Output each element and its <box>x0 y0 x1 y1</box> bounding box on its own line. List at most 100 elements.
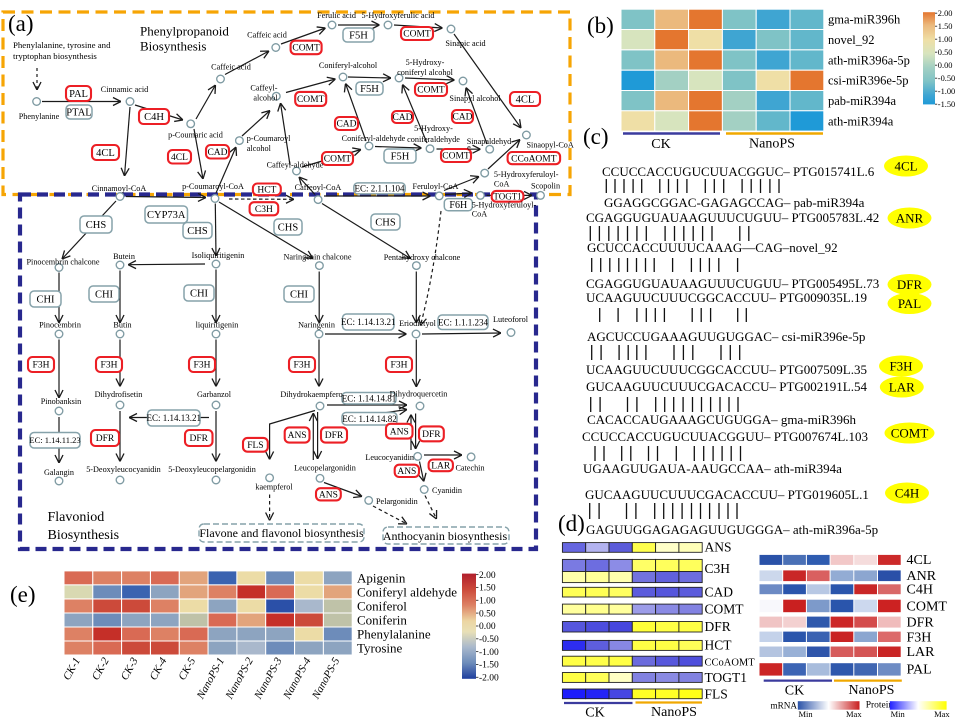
svg-text:Eriodictyol: Eriodictyol <box>399 319 437 328</box>
svg-text:DFR: DFR <box>190 434 209 444</box>
svg-text:Max: Max <box>934 709 950 719</box>
svg-text:EC: 1.14.11.23: EC: 1.14.11.23 <box>29 435 80 445</box>
svg-text:e: e <box>467 143 471 152</box>
svg-text:C4H: C4H <box>895 485 920 500</box>
svg-text:ANS: ANS <box>705 540 732 555</box>
svg-text:alcohol: alcohol <box>253 94 278 103</box>
svg-text:CK: CK <box>651 137 670 152</box>
svg-text:Apigenin: Apigenin <box>357 570 406 585</box>
svg-text:Coniferyl-aldehyde: Coniferyl-aldehyde <box>342 134 406 143</box>
svg-text:Coniferyl-alcohol: Coniferyl-alcohol <box>319 61 378 70</box>
svg-text:1.50: 1.50 <box>479 584 496 594</box>
svg-text:F3H: F3H <box>889 358 912 373</box>
svg-text:Pinobanksin: Pinobanksin <box>41 397 82 406</box>
svg-text:1.00: 1.00 <box>938 35 953 44</box>
svg-text:GCUCCACCUUUUCAAAG—CAG–novel_92: GCUCCACCUUUUCAAAG—CAG–novel_92 <box>587 240 838 255</box>
svg-text:CGAGGUGUAUAAGUUUCUGUU– PTG0057: CGAGGUGUAUAAGUUUCUGUU– PTG005783L.42 <box>586 210 879 225</box>
svg-text:Flavone and flavonol biosynthe: Flavone and flavonol biosynthesis <box>199 526 364 540</box>
svg-text:Anthocyanin biosynthesis: Anthocyanin biosynthesis <box>383 529 508 543</box>
svg-text:COMT: COMT <box>403 30 431 40</box>
svg-text:-1.50: -1.50 <box>479 661 499 671</box>
svg-text:LAR: LAR <box>907 645 936 660</box>
svg-text:Coniferin: Coniferin <box>357 612 407 627</box>
svg-text:novel_92: novel_92 <box>828 33 875 47</box>
svg-text:Sinapaldehyd: Sinapaldehyd <box>467 137 512 146</box>
svg-text:CAD: CAD <box>336 120 356 130</box>
svg-text:EC: 1.14.14.81: EC: 1.14.14.81 <box>342 393 397 403</box>
svg-text:ath-miR396a-5p: ath-miR396a-5p <box>828 53 910 67</box>
svg-text:5-Deoxyleucocyanidin: 5-Deoxyleucocyanidin <box>86 465 161 474</box>
svg-text:-2.00: -2.00 <box>479 674 499 684</box>
svg-text:FLS: FLS <box>247 441 263 451</box>
svg-text:ANS: ANS <box>397 467 416 477</box>
svg-text:CGAGGUGUAUAAGUUUCUGUU– PTG0054: CGAGGUGUAUAAGUUUCUGUU– PTG005495L.73 <box>586 276 879 291</box>
svg-text:Feruloyl-CoA: Feruloyl-CoA <box>413 182 459 191</box>
svg-text:Min: Min <box>799 709 814 719</box>
svg-text:EC: 2.1.1.104: EC: 2.1.1.104 <box>354 183 405 193</box>
svg-text:UCAAGUUCUUUCGGCACCUU– PTG00750: UCAAGUUCUUUCGGCACCUU– PTG007509L.35 <box>586 362 867 377</box>
svg-text:Min: Min <box>891 709 906 719</box>
svg-text:Naringenin: Naringenin <box>298 321 335 330</box>
svg-text:4CL: 4CL <box>516 95 535 106</box>
svg-text:0.50: 0.50 <box>938 48 953 57</box>
svg-text:CHS: CHS <box>187 226 208 237</box>
svg-text:Biosynthesis: Biosynthesis <box>48 528 120 543</box>
svg-text:Tyrosine: Tyrosine <box>357 640 403 655</box>
svg-text:Coniferol: Coniferol <box>357 598 407 613</box>
svg-text:Coniferyl aldehyde: Coniferyl aldehyde <box>357 584 457 599</box>
svg-text:EC: 1.14.13.21: EC: 1.14.13.21 <box>341 317 396 327</box>
svg-text:-1.00: -1.00 <box>479 648 499 658</box>
svg-text:-1.50: -1.50 <box>938 100 955 109</box>
svg-text:CCUCCACCUGUCUUACGGUU– PTG00767: CCUCCACCUGUCUUACGGUU– PTG007674L.103 <box>582 429 868 444</box>
svg-text:Catechin: Catechin <box>455 464 484 473</box>
svg-text:C4H: C4H <box>907 583 933 598</box>
svg-text:GUCAAGUUCUUUCGACACCU– PTG00219: GUCAAGUUCUUUCGACACCU– PTG002191L.54 <box>586 379 867 394</box>
svg-text:Caffeic acid: Caffeic acid <box>247 31 287 40</box>
svg-text:ANR: ANR <box>907 569 937 584</box>
svg-text:Pelargonidin: Pelargonidin <box>376 497 418 506</box>
svg-text:Phenylalanine: Phenylalanine <box>357 626 431 641</box>
svg-text:4CL: 4CL <box>907 553 932 568</box>
svg-text:Protein: Protein <box>866 701 894 711</box>
svg-text:F3H: F3H <box>294 361 311 371</box>
svg-text:F5H: F5H <box>391 152 410 163</box>
svg-text:F3H: F3H <box>101 361 118 371</box>
svg-text:mRNA: mRNA <box>771 701 798 711</box>
svg-text:0.50: 0.50 <box>479 609 496 619</box>
svg-text:p-Coumaric acid: p-Coumaric acid <box>168 131 223 140</box>
svg-text:Pinocembrin chalcone: Pinocembrin chalcone <box>27 258 100 267</box>
svg-text:COMT: COMT <box>417 86 445 96</box>
svg-text:Pinocembrin: Pinocembrin <box>39 321 81 330</box>
svg-text:DFR: DFR <box>907 616 935 631</box>
svg-text:PAL: PAL <box>907 663 932 678</box>
svg-text:(a): (a) <box>8 11 34 36</box>
svg-text:gma-miR396h: gma-miR396h <box>828 13 901 27</box>
svg-text:GAGUUGGAGAGAGUUGUGGGA– ath-miR: GAGUUGGAGAGAGUUGUGGGA– ath-miR396a-5p <box>586 522 878 537</box>
svg-text:(d): (d) <box>558 511 585 536</box>
svg-text:4CL: 4CL <box>96 148 115 159</box>
svg-text:F3H: F3H <box>391 361 408 371</box>
svg-text:csi-miR396e-5p: csi-miR396e-5p <box>828 74 909 88</box>
svg-text:(e): (e) <box>10 582 36 607</box>
svg-text:ANS: ANS <box>390 427 409 437</box>
svg-text:LAR: LAR <box>889 379 915 394</box>
svg-text:Leucocyanidin: Leucocyanidin <box>365 453 414 462</box>
svg-text:-1.00: -1.00 <box>938 87 955 96</box>
svg-text:p-Coumaroyl-CoA: p-Coumaroyl-CoA <box>182 182 244 191</box>
svg-text:CCoAOMT: CCoAOMT <box>511 154 557 164</box>
svg-text:C4H: C4H <box>144 112 164 123</box>
svg-text:2.00: 2.00 <box>479 571 496 581</box>
svg-text:PTAL: PTAL <box>66 108 91 119</box>
svg-text:tryptophan biosynthesis: tryptophan biosynthesis <box>13 51 97 61</box>
svg-text:5-Hydroxy-: 5-Hydroxy- <box>414 124 453 133</box>
svg-text:UGAAGUUGAUA-AAUGCCAA– ath-miR3: UGAAGUUGAUA-AAUGCCAA– ath-miR394a <box>583 461 842 476</box>
svg-text:ath-miR394a: ath-miR394a <box>828 114 894 128</box>
svg-text:Phenylalanine, tyrosine and: Phenylalanine, tyrosine and <box>13 40 111 50</box>
svg-text:COMT: COMT <box>891 425 929 440</box>
svg-text:pab-miR394a: pab-miR394a <box>828 94 896 108</box>
svg-text:LAR: LAR <box>431 462 451 472</box>
svg-text:COMT: COMT <box>705 602 745 617</box>
svg-text:Max: Max <box>846 709 862 719</box>
svg-text:4CL: 4CL <box>171 153 188 163</box>
svg-text:NanoPS: NanoPS <box>849 683 895 698</box>
